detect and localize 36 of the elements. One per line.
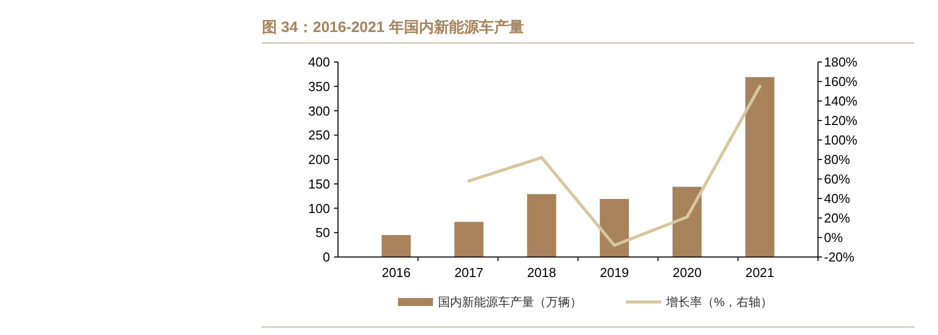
y2-tick-label: 160% bbox=[824, 74, 858, 90]
bar bbox=[382, 235, 411, 257]
y2-tick-label: 100% bbox=[824, 132, 858, 148]
y-tick-label: 150 bbox=[308, 176, 330, 192]
x-tick-label: 2019 bbox=[600, 265, 629, 280]
x-tick-label: 2016 bbox=[382, 265, 411, 280]
y2-tick-label: 80% bbox=[824, 152, 850, 168]
bar bbox=[600, 198, 629, 257]
x-tick-label: 2018 bbox=[527, 265, 556, 280]
y2-tick-label: 60% bbox=[824, 172, 850, 187]
y-tick-label: 0 bbox=[322, 250, 330, 265]
bar bbox=[527, 194, 556, 257]
y-tick-label: 350 bbox=[308, 78, 330, 94]
y2-tick-label: -20% bbox=[824, 250, 855, 265]
bar bbox=[454, 222, 484, 257]
bar bbox=[672, 186, 702, 257]
x-tick-label: 2020 bbox=[672, 265, 702, 280]
y2-tick-label: 20% bbox=[824, 210, 850, 226]
chart-title: 图 34：2016-2021 年国内新能源车产量 bbox=[262, 18, 524, 36]
y-tick-label: 200 bbox=[308, 152, 330, 168]
y2-tick-label: 120% bbox=[824, 113, 858, 128]
y-tick-label: 100 bbox=[308, 200, 330, 216]
legend-label: 增长率（%，右轴） bbox=[665, 295, 773, 309]
line-series bbox=[467, 84, 762, 247]
y2-tick-label: 180% bbox=[824, 54, 858, 70]
y-tick-label: 400 bbox=[308, 54, 330, 70]
y2-tick-label: 0% bbox=[824, 230, 844, 246]
x-tick-label: 2021 bbox=[745, 265, 774, 280]
legend-label: 国内新能源车产量（万辆） bbox=[438, 295, 582, 309]
y-tick-label: 50 bbox=[316, 225, 330, 240]
y2-tick-label: 140% bbox=[824, 94, 858, 109]
y-tick-label: 300 bbox=[308, 103, 330, 118]
y-tick-label: 250 bbox=[308, 128, 330, 143]
y2-tick-label: 40% bbox=[824, 191, 850, 206]
x-tick-label: 2017 bbox=[454, 265, 484, 280]
bar bbox=[745, 77, 774, 257]
